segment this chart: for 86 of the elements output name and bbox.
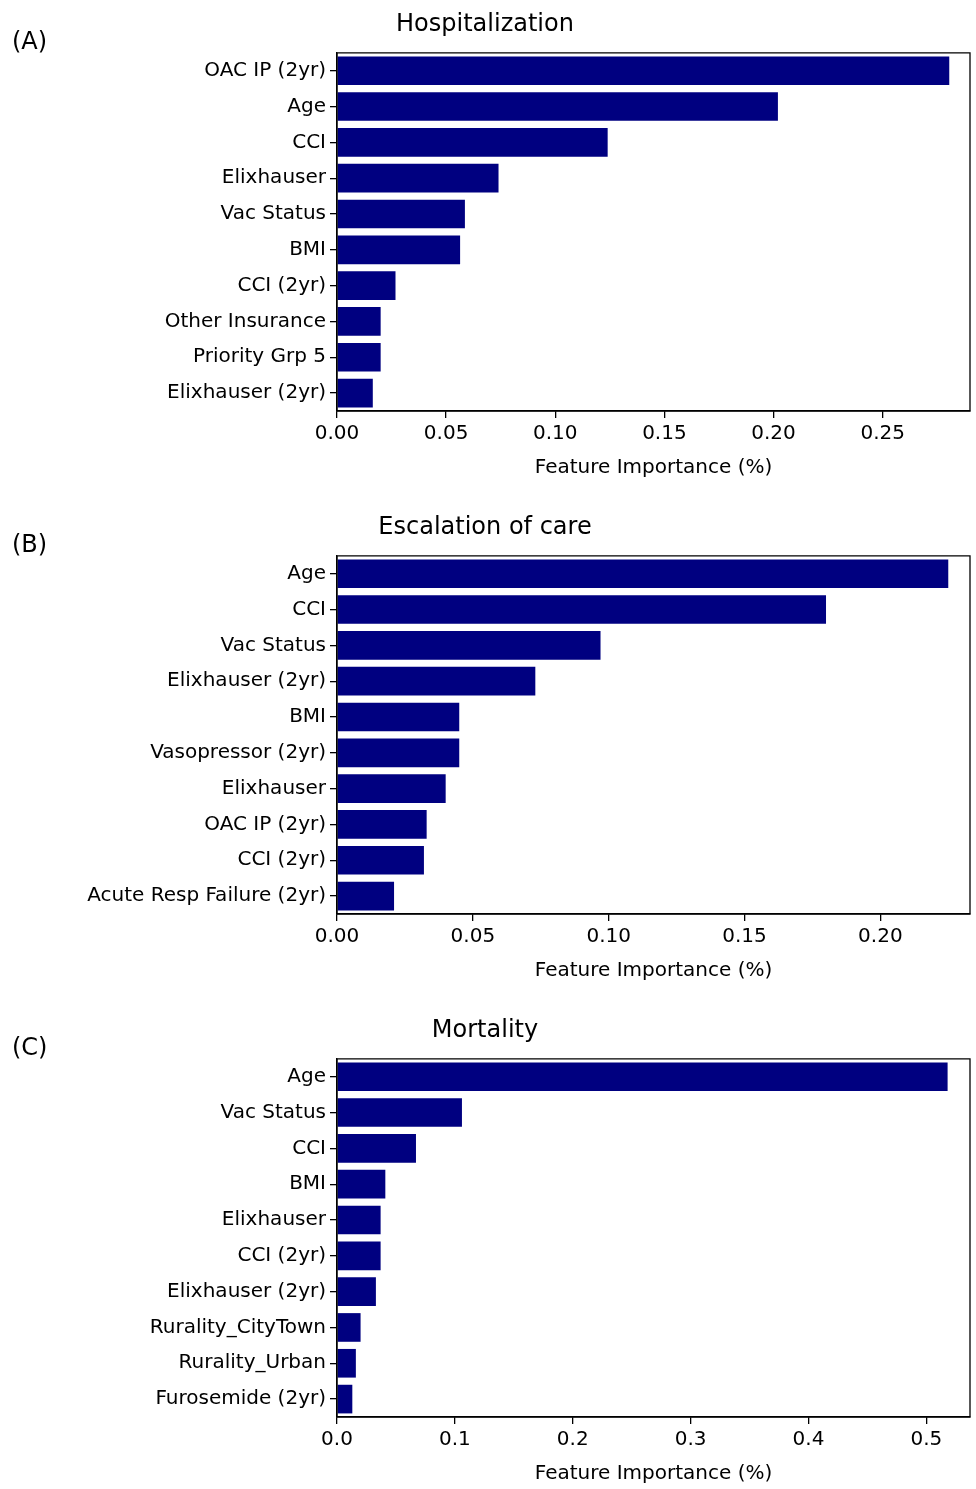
y-tick-label: Acute Resp Failure (2yr) [87,882,326,907]
x-tick-label: 0.4 [792,1426,825,1451]
bar [337,1348,356,1378]
bar [337,1241,381,1271]
x-tick-label: 0.10 [533,420,578,445]
x-tick-label: 0.15 [722,923,767,948]
y-tick-label: Elixhauser (2yr) [167,379,326,404]
x-tick-label: 0.20 [751,420,796,445]
chart-title: Hospitalization [396,8,574,37]
bar [337,307,381,336]
bar [337,199,465,229]
x-tick-label: 0.1 [438,1426,471,1451]
text: (A) [12,27,48,56]
bar [337,378,373,408]
y-tick-label: Elixhauser (2yr) [167,1277,326,1302]
bar [337,738,460,768]
y-tick-label: Age [287,559,326,584]
bar [337,163,499,193]
y-tick-label: Elixhauser [221,774,327,799]
bar [337,235,461,265]
y-tick-label: BMI [289,236,326,261]
y-tick-label: Vasopressor (2yr) [150,739,326,764]
bar [337,702,460,732]
bar [337,128,608,157]
bar [337,271,396,300]
x-tick-label: 0.00 [314,923,360,948]
bar [337,810,427,839]
bar [337,595,827,624]
text: (C) [12,1033,48,1062]
y-tick-label: CCI [292,128,326,153]
x-tick-label: 0.05 [450,923,496,948]
bar [337,1384,353,1414]
y-tick-label: Furosemide (2yr) [155,1385,326,1410]
bar [337,56,950,86]
x-tick-label: 0.10 [586,923,631,948]
y-tick-label: Vac Status [220,200,326,225]
x-axis-title: Feature Importance (%) [534,454,773,479]
y-tick-label: Other Insurance [164,307,326,332]
y-tick-label: BMI [289,703,326,728]
y-tick-label: CCI (2yr) [237,1242,326,1267]
x-axis-title: Feature Importance (%) [534,957,773,982]
y-tick-label: Vac Status [220,1098,326,1123]
bar [337,1134,416,1163]
y-tick-label: Vac Status [220,631,326,656]
bar [337,1062,948,1092]
bar [337,1277,376,1306]
bar [337,342,381,372]
y-tick-label: Age [287,92,326,117]
x-tick-label: 0.15 [642,420,687,445]
y-tick-label: CCI [292,595,326,620]
y-tick-label: OAC IP (2yr) [204,56,326,81]
x-tick-label: 0.3 [674,1426,707,1451]
y-tick-label: BMI [289,1170,326,1195]
y-tick-label: Elixhauser [221,164,327,189]
bar [337,631,601,660]
bar [337,1169,386,1199]
y-tick-label: CCI (2yr) [237,271,326,296]
x-tick-label: 0.00 [314,420,360,445]
x-tick-label: 0.20 [858,923,903,948]
x-tick-label: 0.5 [910,1426,943,1451]
bar [337,92,778,121]
x-tick-label: 0.25 [860,420,905,445]
y-tick-label: Priority Grp 5 [192,343,326,368]
y-tick-label: Elixhauser [221,1206,327,1231]
bar [337,1098,462,1127]
y-tick-label: OAC IP (2yr) [204,810,326,835]
y-tick-label: CCI (2yr) [237,846,326,871]
x-axis-title: Feature Importance (%) [534,1460,773,1485]
x-tick-label: 0.05 [423,420,469,445]
bar [337,666,536,696]
bar [337,1313,361,1342]
bar [337,881,395,911]
y-tick-label: Elixhauser (2yr) [167,667,326,692]
chart-title: Mortality [431,1014,539,1043]
bar [337,845,424,875]
y-tick-label: Rurality_CityTown [149,1313,326,1338]
text: (B) [12,530,48,559]
chart-title: Escalation of care [378,511,592,540]
x-tick-label: 0.2 [556,1426,589,1451]
x-tick-label: 0.0 [321,1426,353,1451]
bar [337,559,949,589]
bar [337,774,446,803]
bar [337,1205,381,1235]
y-tick-label: CCI [292,1134,326,1159]
y-tick-label: Age [287,1062,326,1087]
y-tick-label: Rurality_Urban [178,1349,326,1374]
